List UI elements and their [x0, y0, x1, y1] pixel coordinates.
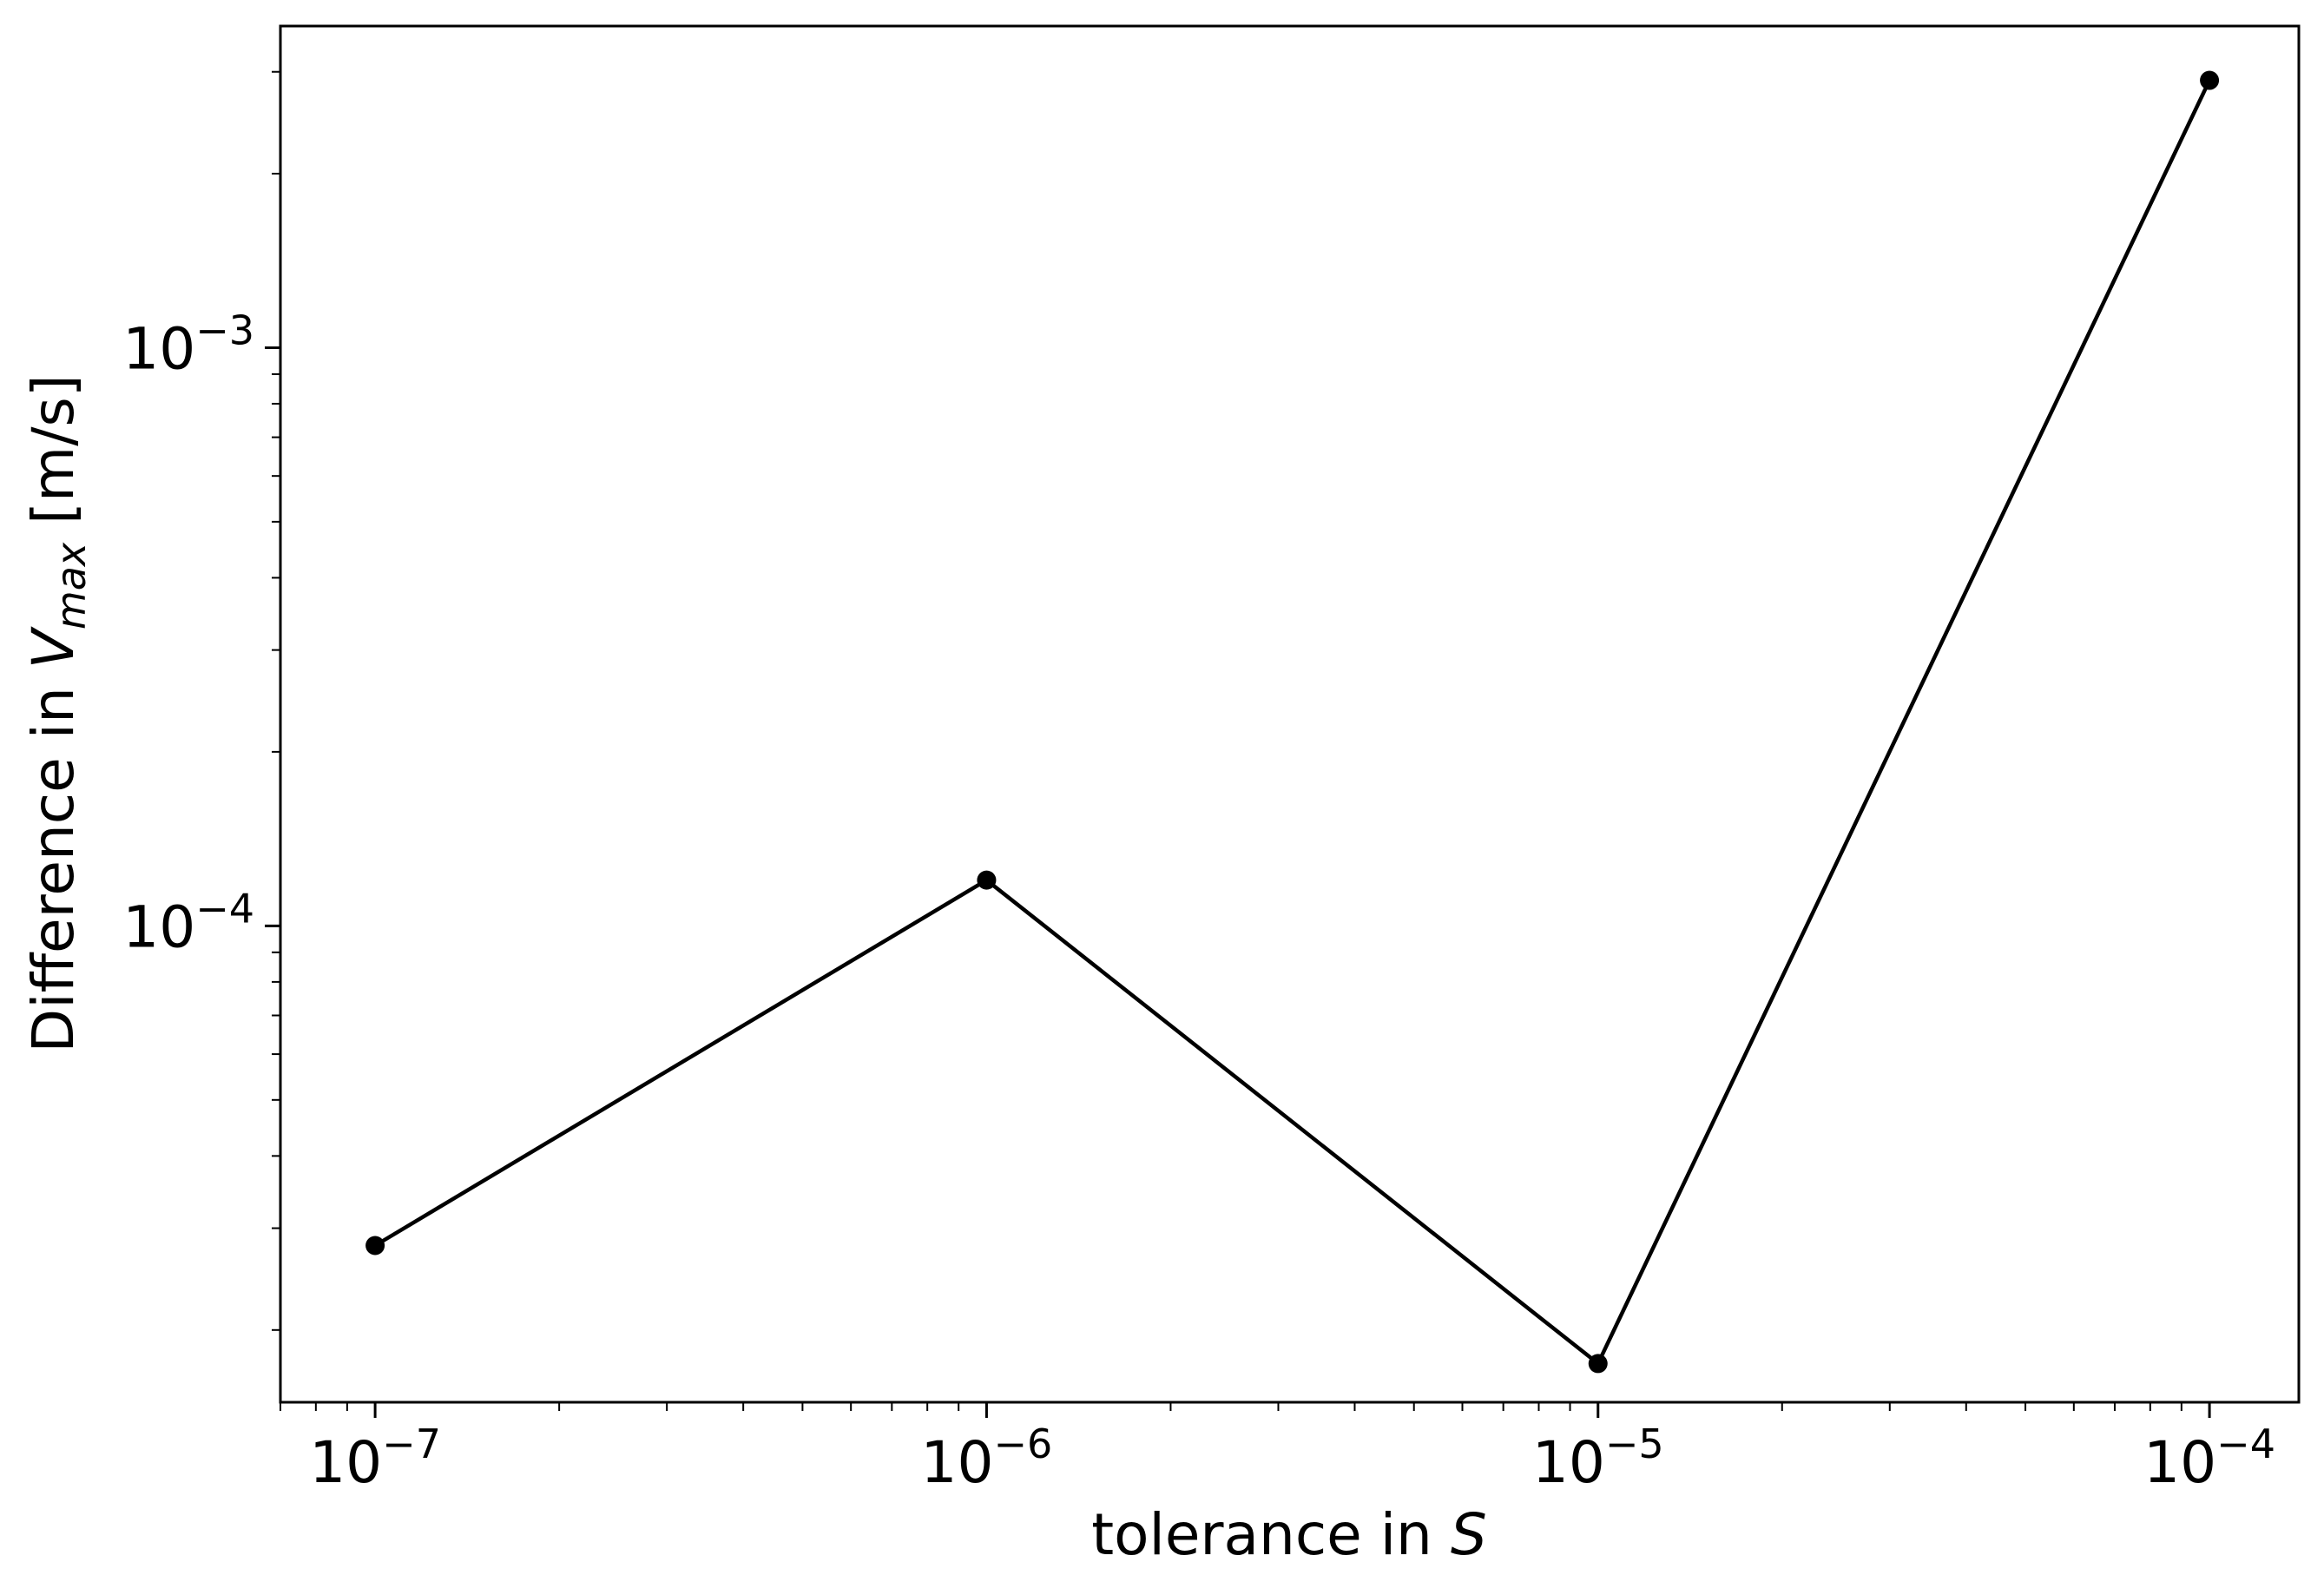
x-axis-title: tolerance in S — [1091, 1501, 1487, 1568]
x-tick-label: 10−7 — [309, 1420, 441, 1496]
y-axis-title-symbol: V — [20, 626, 87, 669]
x-tick-label-exponent: −5 — [1605, 1420, 1664, 1467]
x-tick-label-base: 10 — [309, 1429, 382, 1496]
x-tick-label-base: 10 — [921, 1429, 994, 1496]
plot-frame — [279, 24, 2301, 1404]
x-axis-title-symbol: S — [1451, 1501, 1487, 1568]
x-tick-label-exponent: −7 — [382, 1420, 441, 1467]
data-point — [1588, 1354, 1608, 1374]
y-tick-label-base: 10 — [122, 893, 195, 960]
y-tick-label-base: 10 — [122, 315, 195, 382]
x-tick-label: 10−4 — [2143, 1420, 2275, 1496]
x-tick-label-base: 10 — [2143, 1429, 2216, 1496]
major-ticks — [265, 346, 2211, 1418]
minor-ticks — [272, 70, 2182, 1411]
y-tick-label: 10−3 — [122, 306, 254, 382]
series-line — [373, 79, 2212, 1366]
y-axis-title: Difference in Vmax [m/s] — [20, 374, 95, 1052]
y-tick-label: 10−4 — [122, 885, 254, 960]
y-tick-label-exponent: −4 — [195, 885, 254, 932]
series-layer — [365, 70, 2220, 1374]
x-tick-label: 10−5 — [1532, 1420, 1664, 1496]
y-axis-title-prefix: Difference in — [20, 669, 87, 1052]
x-axis-title-prefix: tolerance in — [1091, 1501, 1451, 1568]
x-tick-label: 10−6 — [921, 1420, 1053, 1496]
x-tick-label-base: 10 — [1532, 1429, 1605, 1496]
y-tick-label-exponent: −3 — [195, 306, 254, 353]
data-point — [365, 1236, 385, 1256]
data-point — [2200, 70, 2220, 90]
y-axis-title-subscript: max — [48, 542, 95, 629]
x-tick-label-exponent: −6 — [994, 1420, 1053, 1467]
x-tick-label-exponent: −4 — [2216, 1420, 2275, 1467]
y-axis-title-suffix: [m/s] — [20, 374, 87, 542]
data-point — [977, 870, 997, 890]
